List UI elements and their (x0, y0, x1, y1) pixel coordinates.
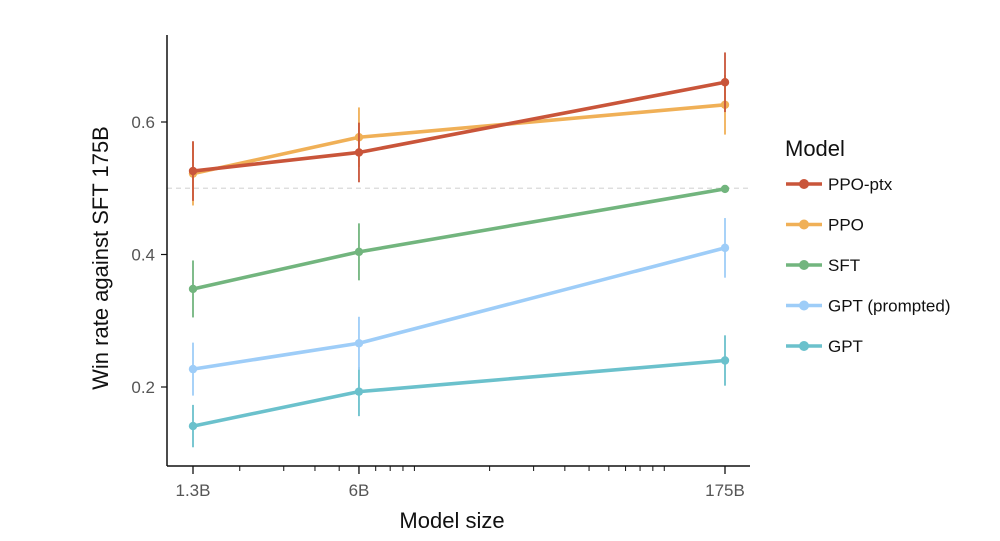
data-point (188, 364, 198, 374)
legend-item: PPO-ptx (786, 175, 893, 194)
series-sft (188, 184, 730, 318)
x-tick-label: 175B (705, 481, 745, 500)
series-line (192, 246, 726, 371)
series-gpt-prompted- (188, 218, 730, 396)
legend-label: GPT (828, 337, 863, 356)
axes (166, 35, 750, 467)
data-point (720, 78, 730, 87)
legend-item: GPT (prompted) (786, 297, 951, 316)
data-point (720, 356, 730, 365)
x-tick-label: 6B (349, 481, 370, 500)
legend-swatch-point (799, 219, 809, 230)
series-gpt (188, 335, 730, 448)
legend: PPO-ptx PPO SFT GPT (prompted) GPT (786, 175, 951, 356)
y-tick-label: 0.2 (131, 378, 155, 397)
x-tick-label: 1.3B (176, 481, 211, 500)
legend-item: GPT (786, 337, 863, 356)
series-layer (188, 52, 730, 448)
legend-label: GPT (prompted) (828, 297, 951, 316)
legend-label: SFT (828, 256, 860, 275)
legend-label: PPO (828, 216, 864, 235)
x-axis-title: Model size (399, 508, 504, 533)
legend-swatch-point (799, 179, 809, 189)
data-point (354, 247, 364, 257)
legend-title: Model (785, 136, 845, 161)
data-point (354, 148, 364, 157)
legend-swatch-point (799, 341, 809, 351)
data-point (354, 387, 364, 396)
legend-swatch-point (799, 260, 809, 270)
series-line (192, 358, 726, 428)
data-point (188, 421, 198, 431)
data-point (720, 184, 730, 194)
legend-item: SFT (786, 256, 860, 275)
y-axis-title: Win rate against SFT 175B (88, 126, 113, 390)
legend-item: PPO (786, 216, 864, 235)
series-line (192, 187, 726, 291)
data-point (188, 166, 198, 176)
legend-label: PPO-ptx (828, 175, 893, 194)
series-ppo (188, 74, 730, 206)
legend-swatch-point (799, 300, 809, 311)
ticks: 0.2 0.4 0.6 1.3B 6B 175B (131, 113, 744, 500)
y-tick-label: 0.4 (131, 246, 155, 265)
data-point (354, 339, 364, 348)
y-tick-label: 0.6 (131, 113, 155, 132)
series-ppo-ptx (188, 52, 730, 201)
data-point (188, 284, 198, 294)
data-point (720, 243, 730, 253)
